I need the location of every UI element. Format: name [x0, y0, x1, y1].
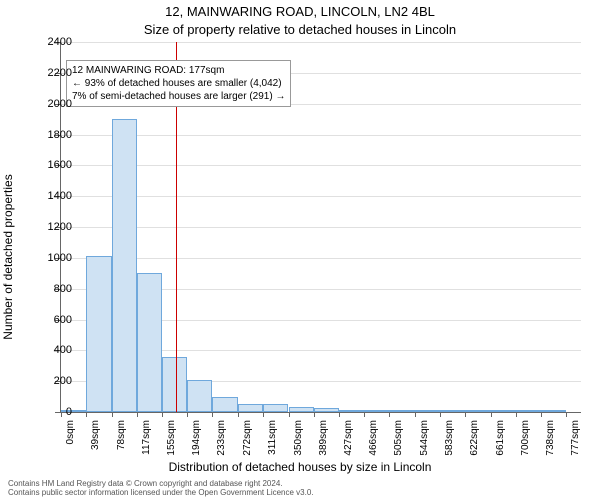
x-tick	[263, 412, 264, 417]
histogram-bar	[465, 410, 490, 412]
y-tick-label: 2000	[32, 98, 72, 110]
x-tick	[364, 412, 365, 417]
histogram-bar	[364, 410, 389, 412]
x-axis-title: Distribution of detached houses by size …	[0, 460, 600, 474]
histogram-bar	[112, 119, 137, 412]
x-tick	[314, 412, 315, 417]
y-tick-label: 600	[32, 314, 72, 326]
histogram-bar	[212, 397, 237, 412]
x-tick	[137, 412, 138, 417]
histogram-bar	[162, 357, 187, 413]
x-tick	[86, 412, 87, 417]
histogram-bar	[440, 410, 465, 412]
chart-title-main: 12, MAINWARING ROAD, LINCOLN, LN2 4BL	[0, 4, 600, 19]
histogram-bar	[314, 408, 339, 412]
y-tick-label: 1600	[32, 159, 72, 171]
histogram-bar	[263, 404, 288, 412]
y-axis-title: Number of detached properties	[1, 174, 15, 339]
gridline	[61, 227, 581, 228]
y-tick-label: 1200	[32, 221, 72, 233]
histogram-bar	[491, 410, 516, 412]
y-tick-label: 400	[32, 344, 72, 356]
x-tick	[491, 412, 492, 417]
property-size-chart: 12, MAINWARING ROAD, LINCOLN, LN2 4BL Si…	[0, 0, 600, 500]
x-tick	[465, 412, 466, 417]
chart-title-sub: Size of property relative to detached ho…	[0, 22, 600, 37]
x-tick	[238, 412, 239, 417]
gridline	[61, 165, 581, 166]
gridline	[61, 42, 581, 43]
y-tick-label: 2400	[32, 36, 72, 48]
histogram-bar	[339, 410, 364, 412]
annotation-line-2: ← 93% of detached houses are smaller (4,…	[72, 77, 285, 90]
annotation-box: 12 MAINWARING ROAD: 177sqm← 93% of detac…	[66, 60, 291, 107]
y-tick-label: 1400	[32, 190, 72, 202]
x-tick	[187, 412, 188, 417]
x-tick	[440, 412, 441, 417]
histogram-bar	[187, 380, 212, 412]
x-tick	[566, 412, 567, 417]
gridline	[61, 135, 581, 136]
y-tick-label: 2200	[32, 67, 72, 79]
x-tick	[112, 412, 113, 417]
histogram-bar	[516, 410, 541, 412]
chart-footer: Contains HM Land Registry data © Crown c…	[8, 479, 314, 498]
x-tick	[289, 412, 290, 417]
footer-line-1: Contains HM Land Registry data © Crown c…	[8, 479, 314, 489]
y-tick-label: 200	[32, 375, 72, 387]
x-tick	[339, 412, 340, 417]
histogram-bar	[238, 404, 263, 412]
x-tick	[541, 412, 542, 417]
histogram-bar	[137, 273, 162, 412]
y-tick-label: 1000	[32, 252, 72, 264]
annotation-line-3: 7% of semi-detached houses are larger (2…	[72, 90, 285, 103]
plot-area: 0sqm39sqm78sqm117sqm155sqm194sqm233sqm27…	[60, 42, 581, 413]
x-tick	[389, 412, 390, 417]
histogram-bar	[541, 410, 566, 412]
histogram-bar	[86, 256, 111, 412]
annotation-line-1: 12 MAINWARING ROAD: 177sqm	[72, 64, 285, 77]
x-tick	[415, 412, 416, 417]
histogram-bar	[415, 410, 440, 412]
gridline	[61, 196, 581, 197]
y-tick-label: 800	[32, 283, 72, 295]
x-tick	[516, 412, 517, 417]
histogram-bar	[389, 410, 414, 412]
x-tick	[162, 412, 163, 417]
y-tick-label: 1800	[32, 129, 72, 141]
x-tick	[212, 412, 213, 417]
histogram-bar	[289, 407, 314, 412]
footer-line-2: Contains public sector information licen…	[8, 488, 314, 498]
gridline	[61, 258, 581, 259]
y-tick-label: 0	[32, 406, 72, 418]
